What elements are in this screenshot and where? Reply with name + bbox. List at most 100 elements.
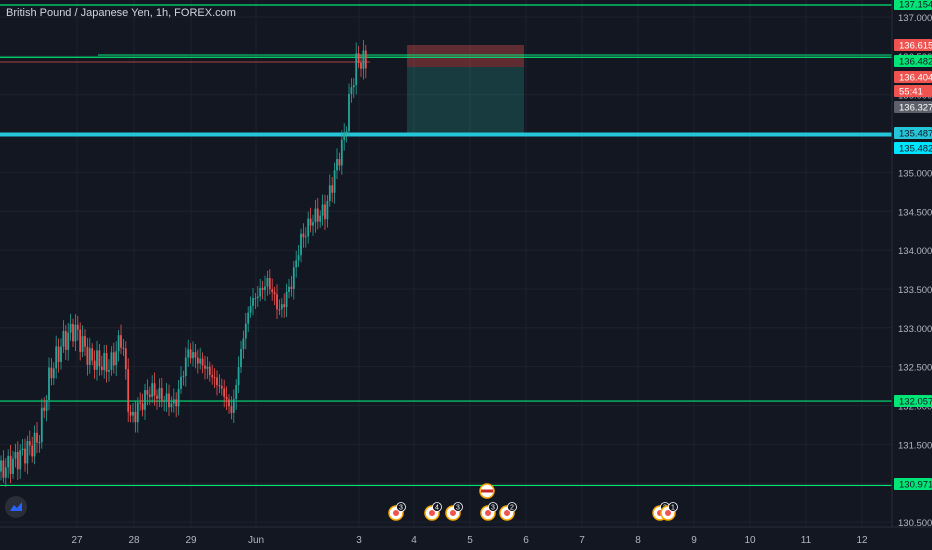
- price-label-box: [894, 85, 932, 97]
- candle-body: [187, 349, 190, 358]
- candle-body: [220, 385, 223, 389]
- candle-body: [283, 304, 286, 308]
- candle-body: [278, 309, 281, 311]
- candle-body: [156, 395, 158, 399]
- candle-body: [230, 406, 233, 413]
- chart-grid: [0, 0, 892, 527]
- candle-body: [343, 133, 346, 140]
- candle-body: [331, 185, 334, 193]
- candle-body: [211, 375, 214, 378]
- candle-body: [225, 396, 228, 400]
- candle-body: [117, 335, 120, 352]
- candle-body: [280, 304, 283, 310]
- event-count-badge: [507, 502, 517, 512]
- candle-body: [345, 131, 348, 134]
- candle-body: [177, 388, 180, 407]
- flag-icon: [393, 510, 399, 516]
- candle-body: [96, 350, 98, 370]
- candle-body: [259, 287, 262, 297]
- candle-body: [199, 358, 202, 364]
- short-position-tool[interactable]: [407, 45, 524, 133]
- candle-body: [141, 403, 144, 410]
- candle-body: [357, 53, 360, 63]
- price-label-box: [894, 127, 932, 139]
- candle-body: [0, 460, 2, 472]
- candle-body: [168, 393, 170, 408]
- price-tick-label: 133.500: [898, 285, 932, 296]
- price-label-box: [894, 55, 932, 67]
- candle-body: [333, 170, 336, 193]
- time-tick-label: 6: [523, 535, 529, 546]
- price-label-box: [894, 478, 932, 490]
- time-tick-label: 10: [744, 535, 756, 546]
- candle-body: [60, 346, 62, 362]
- candle-body: [26, 441, 29, 464]
- flag-icon: [485, 510, 491, 516]
- price-label: 135.482: [899, 144, 932, 155]
- event-count-badge: [396, 502, 406, 512]
- candle-body: [208, 366, 211, 376]
- candle-body: [196, 357, 199, 364]
- price-label: 136.482: [899, 57, 932, 68]
- time-tick-label: 9: [691, 535, 697, 546]
- candle-body: [81, 336, 84, 352]
- price-tick-label: 130.500: [898, 518, 932, 529]
- candle-body: [242, 338, 245, 350]
- candle-body: [184, 357, 187, 376]
- candle-body: [340, 139, 343, 166]
- candle-body: [235, 385, 238, 400]
- candle-body: [254, 298, 257, 300]
- symbol-title[interactable]: British Pound / Japanese Yen, 1h, FOREX.…: [6, 7, 236, 19]
- candle-body: [180, 376, 182, 389]
- candle-body: [271, 289, 274, 293]
- candle-body: [40, 407, 43, 443]
- time-tick-label: 8: [635, 535, 641, 546]
- candle-body: [266, 278, 269, 287]
- time-tick-label: Jun: [248, 535, 264, 546]
- candle-body: [247, 312, 250, 324]
- candle-body: [163, 401, 166, 403]
- horizontal-lines[interactable]: [0, 4, 892, 487]
- candle-body: [312, 222, 314, 226]
- candle-body: [86, 346, 89, 365]
- candle-body: [79, 329, 82, 352]
- candle-body: [295, 260, 298, 268]
- candle-body: [336, 159, 338, 171]
- candle-body: [189, 349, 192, 359]
- candle-body: [7, 455, 10, 468]
- candle-body: [122, 347, 125, 349]
- candle-body: [264, 286, 266, 291]
- time-tick-label: 3: [356, 535, 362, 546]
- price-label: 55:41: [899, 87, 923, 98]
- event-count-badge: [453, 502, 463, 512]
- stop-zone: [407, 45, 524, 67]
- economic-events[interactable]: 3433231: [388, 483, 678, 521]
- candle-body: [223, 388, 226, 397]
- tradingview-logo-icon[interactable]: [5, 496, 27, 518]
- candle-body: [74, 324, 77, 342]
- candle-body: [307, 218, 310, 237]
- candle-body: [170, 403, 173, 408]
- candle-body: [115, 351, 118, 366]
- price-label-box: [894, 39, 932, 51]
- candle-body: [328, 185, 331, 202]
- candle-body: [139, 402, 142, 404]
- candle-body: [309, 218, 312, 226]
- candle-body: [321, 204, 324, 216]
- time-tick-label: 4: [411, 535, 417, 546]
- candle-body: [352, 85, 355, 88]
- flag-icon: [665, 510, 671, 516]
- event-count-label: 4: [435, 505, 439, 512]
- candle-body: [237, 367, 240, 386]
- candle-body: [24, 448, 26, 464]
- time-tick-label: 5: [467, 535, 473, 546]
- candle-body: [304, 236, 307, 238]
- flag-icon: [450, 510, 456, 516]
- candle-body: [43, 407, 46, 411]
- candle-body: [50, 367, 53, 379]
- candle-body: [364, 50, 367, 69]
- time-axis[interactable]: [0, 527, 932, 550]
- candle-body: [326, 201, 329, 220]
- candle-body: [182, 375, 185, 377]
